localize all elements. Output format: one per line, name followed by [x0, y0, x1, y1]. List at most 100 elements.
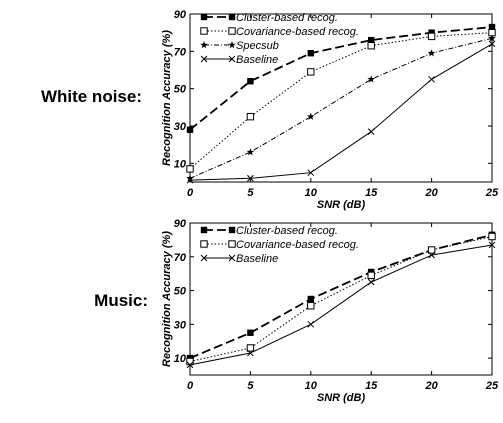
- data-point: [428, 251, 435, 259]
- series-line: [189, 236, 493, 362]
- data-point: [307, 112, 315, 120]
- plot-frame: [189, 222, 493, 376]
- x-tick-label: 10: [305, 187, 318, 199]
- legend-label: Baseline: [236, 54, 278, 66]
- panel-side-label: White noise:: [41, 87, 142, 106]
- data-point: [247, 349, 254, 357]
- series-1: [186, 23, 496, 133]
- data-point: [247, 174, 254, 182]
- data-point: [368, 36, 375, 44]
- series-3: [186, 34, 496, 182]
- data-point: [186, 357, 194, 366]
- chart-panel-2: Music: 10 30 50 70 90 0 5 10 15 20 25 SNR (dB) Recogn…: [94, 218, 499, 404]
- y-tick-label: 10: [174, 158, 187, 170]
- y-tick-label: 30: [174, 121, 187, 133]
- legend-marker: [228, 13, 236, 21]
- legend-marker: [200, 254, 208, 262]
- data-point: [186, 174, 194, 182]
- legend-marker: [200, 13, 208, 21]
- x-tick-label: 15: [365, 187, 378, 199]
- data-point: [488, 232, 496, 241]
- legend-marker: [200, 55, 208, 63]
- data-point: [427, 246, 436, 254]
- data-point: [186, 176, 194, 184]
- data-point: [367, 271, 375, 280]
- data-point: [427, 49, 436, 57]
- y-tick-label: 90: [174, 9, 187, 21]
- legend-label: Baseline: [236, 253, 278, 265]
- data-point: [428, 75, 435, 83]
- data-point: [186, 165, 194, 173]
- y-tick-label: 50: [174, 84, 187, 96]
- series-4: [186, 40, 496, 184]
- series-3: [186, 241, 496, 369]
- x-tick-label: 25: [485, 187, 499, 199]
- legend-label: Covariance-based recog.: [236, 26, 359, 38]
- x-tick-label: 15: [365, 380, 378, 392]
- y-tick-label: 10: [174, 353, 187, 365]
- series-line: [189, 233, 493, 359]
- legend-marker: [228, 240, 236, 248]
- data-point: [247, 78, 254, 85]
- legend-marker: [228, 254, 236, 262]
- data-point: [307, 68, 315, 76]
- y-tick-label: 30: [174, 319, 187, 331]
- x-tick-label: 20: [424, 380, 438, 392]
- series-line: [189, 43, 493, 181]
- legend-label: Covariance-based recog.: [236, 239, 359, 251]
- data-point: [367, 278, 375, 286]
- data-point: [427, 32, 436, 41]
- data-point: [367, 42, 375, 50]
- data-point: [307, 320, 315, 328]
- legend-marker: [228, 27, 236, 35]
- y-axis-title: Recognition Accuracy (%): [161, 231, 173, 367]
- y-tick-label: 70: [174, 46, 187, 58]
- x-axis-title: SNR (dB): [317, 199, 366, 211]
- x-tick-label: 10: [305, 380, 318, 392]
- series-line: [189, 26, 493, 131]
- data-point: [186, 361, 194, 369]
- x-tick-label: 5: [247, 380, 254, 392]
- series-line: [189, 244, 493, 366]
- data-point: [246, 148, 255, 156]
- legend-label: Cluster-based recog.: [236, 225, 338, 237]
- data-point: [367, 128, 375, 135]
- legend-marker: [200, 27, 208, 35]
- data-point: [246, 344, 255, 352]
- x-tick-label: 25: [485, 380, 499, 392]
- legend: Cluster-based recog. Covariance-based rec…: [200, 12, 359, 66]
- legend-marker: [200, 226, 208, 234]
- data-point: [488, 34, 496, 42]
- legend: Cluster-based recog. Covariance-based rec…: [200, 225, 359, 265]
- data-point: [488, 241, 496, 249]
- data-point: [307, 169, 315, 177]
- chart-panel-1: White noise: 10 30 50 70 90 0 5 10 15 20 25 SNR (dB)…: [41, 9, 499, 211]
- x-tick-label: 0: [187, 380, 194, 392]
- data-point: [488, 40, 496, 48]
- y-tick-label: 90: [174, 218, 187, 230]
- y-axis-title: Recognition Accuracy (%): [161, 30, 173, 166]
- legend-marker: [200, 240, 208, 248]
- panel-side-label: Music:: [94, 291, 148, 310]
- data-point: [307, 295, 314, 303]
- data-point: [247, 329, 254, 336]
- series-1: [186, 231, 496, 362]
- y-tick-label: 50: [174, 286, 187, 298]
- series-line: [189, 37, 493, 179]
- x-tick-label: 20: [424, 187, 438, 199]
- data-point: [307, 302, 315, 310]
- data-point: [488, 23, 496, 31]
- y-tick-label: 70: [174, 252, 187, 264]
- data-point: [367, 75, 375, 83]
- legend-marker: [228, 226, 236, 234]
- data-point: [428, 29, 435, 36]
- x-tick-label: 0: [187, 187, 194, 199]
- x-axis-title: SNR (dB): [317, 392, 366, 404]
- series-2: [186, 28, 496, 173]
- series-line: [189, 32, 493, 170]
- data-point: [246, 112, 255, 121]
- legend-marker: [228, 55, 236, 63]
- legend-marker: [200, 41, 208, 49]
- legend-label: Cluster-based recog.: [236, 12, 338, 24]
- legend-label: Specsub: [236, 40, 279, 52]
